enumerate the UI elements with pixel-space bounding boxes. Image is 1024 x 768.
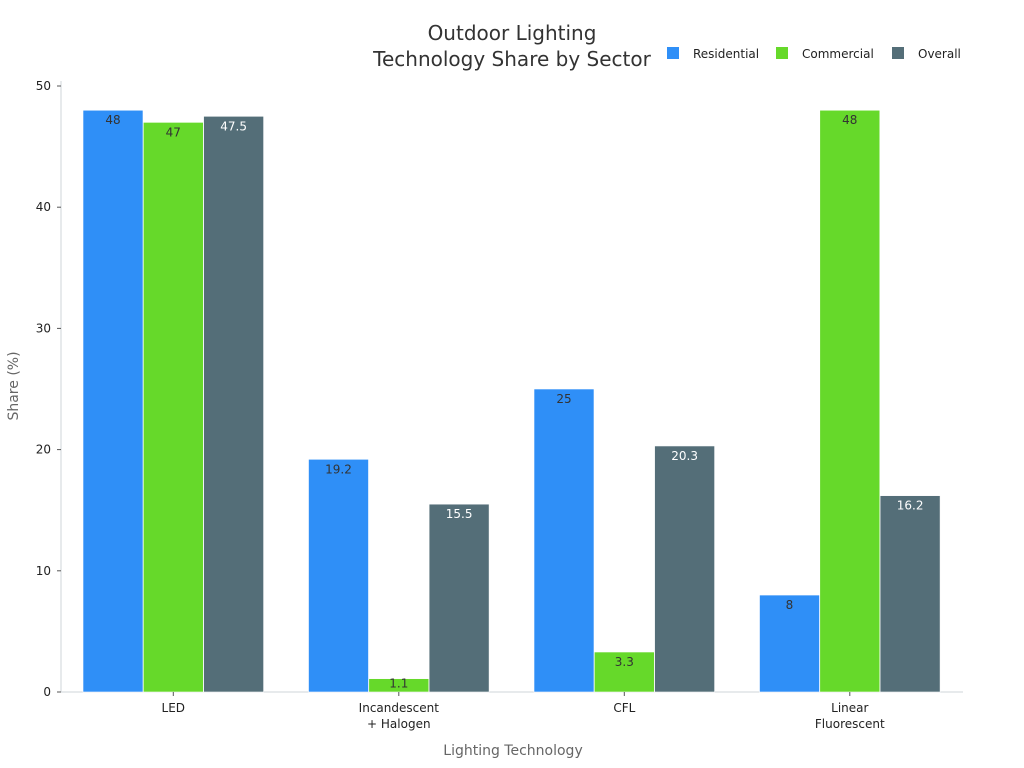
bar-overall-0 bbox=[203, 116, 264, 693]
bar-residential-0 bbox=[82, 109, 144, 693]
x-axis-label: Lighting Technology bbox=[443, 743, 582, 759]
chart-title: Outdoor Lighting Technology Share by Sec… bbox=[372, 21, 651, 71]
y-tick-label: 20 bbox=[36, 443, 51, 457]
legend-swatch-commercial bbox=[776, 47, 788, 59]
data-label: 19.2 bbox=[325, 462, 352, 476]
data-label: 48 bbox=[842, 113, 857, 127]
bar-overall-2 bbox=[654, 445, 715, 693]
x-tick-label: Incandescent bbox=[359, 701, 440, 715]
x-tick-label: + Halogen bbox=[367, 717, 431, 731]
bar-residential-2 bbox=[533, 388, 595, 693]
legend: Residential Commercial Overall bbox=[667, 47, 961, 61]
data-label: 16.2 bbox=[897, 499, 924, 513]
legend-label: Commercial bbox=[802, 47, 874, 61]
y-axis-label: Share (%) bbox=[6, 351, 22, 420]
bar-residential-1 bbox=[308, 458, 369, 693]
data-label: 8 bbox=[786, 598, 794, 612]
bar-overall-3 bbox=[879, 495, 941, 693]
data-label: 47.5 bbox=[220, 119, 247, 133]
data-label: 25 bbox=[556, 392, 571, 406]
y-tick-label: 40 bbox=[36, 200, 51, 214]
legend-label: Residential bbox=[693, 47, 759, 61]
chart-title-line-1: Outdoor Lighting bbox=[428, 21, 597, 45]
data-label: 47 bbox=[166, 125, 181, 139]
data-label: 48 bbox=[105, 113, 120, 127]
plot-area: 0 10 20 30 40 50 48 47 47.5 LED 19.2 1.1 15.5 Incande… bbox=[36, 79, 963, 731]
bar-commercial-0 bbox=[143, 122, 204, 693]
x-tick-label: CFL bbox=[613, 701, 635, 715]
chart-title-line-2: Technology Share by Sector bbox=[372, 47, 651, 71]
data-label: 15.5 bbox=[446, 507, 473, 521]
y-tick-label: 0 bbox=[43, 685, 51, 699]
x-tick-label: Linear bbox=[831, 701, 868, 715]
bar-commercial-2 bbox=[593, 651, 655, 693]
y-tick-label: 50 bbox=[36, 79, 51, 93]
legend-swatch-residential bbox=[667, 47, 679, 59]
data-label: 3.3 bbox=[615, 655, 634, 669]
bar-overall-1 bbox=[428, 503, 490, 693]
x-tick-label: LED bbox=[162, 701, 186, 715]
data-label: 1.1 bbox=[389, 677, 408, 691]
x-tick-label: Fluorescent bbox=[815, 717, 885, 731]
legend-label: Overall bbox=[918, 47, 961, 61]
y-tick-label: 10 bbox=[36, 564, 51, 578]
legend-swatch-overall bbox=[892, 47, 904, 59]
bar-commercial-3 bbox=[819, 109, 881, 693]
y-tick-label: 30 bbox=[36, 321, 51, 335]
data-label: 20.3 bbox=[671, 449, 698, 463]
